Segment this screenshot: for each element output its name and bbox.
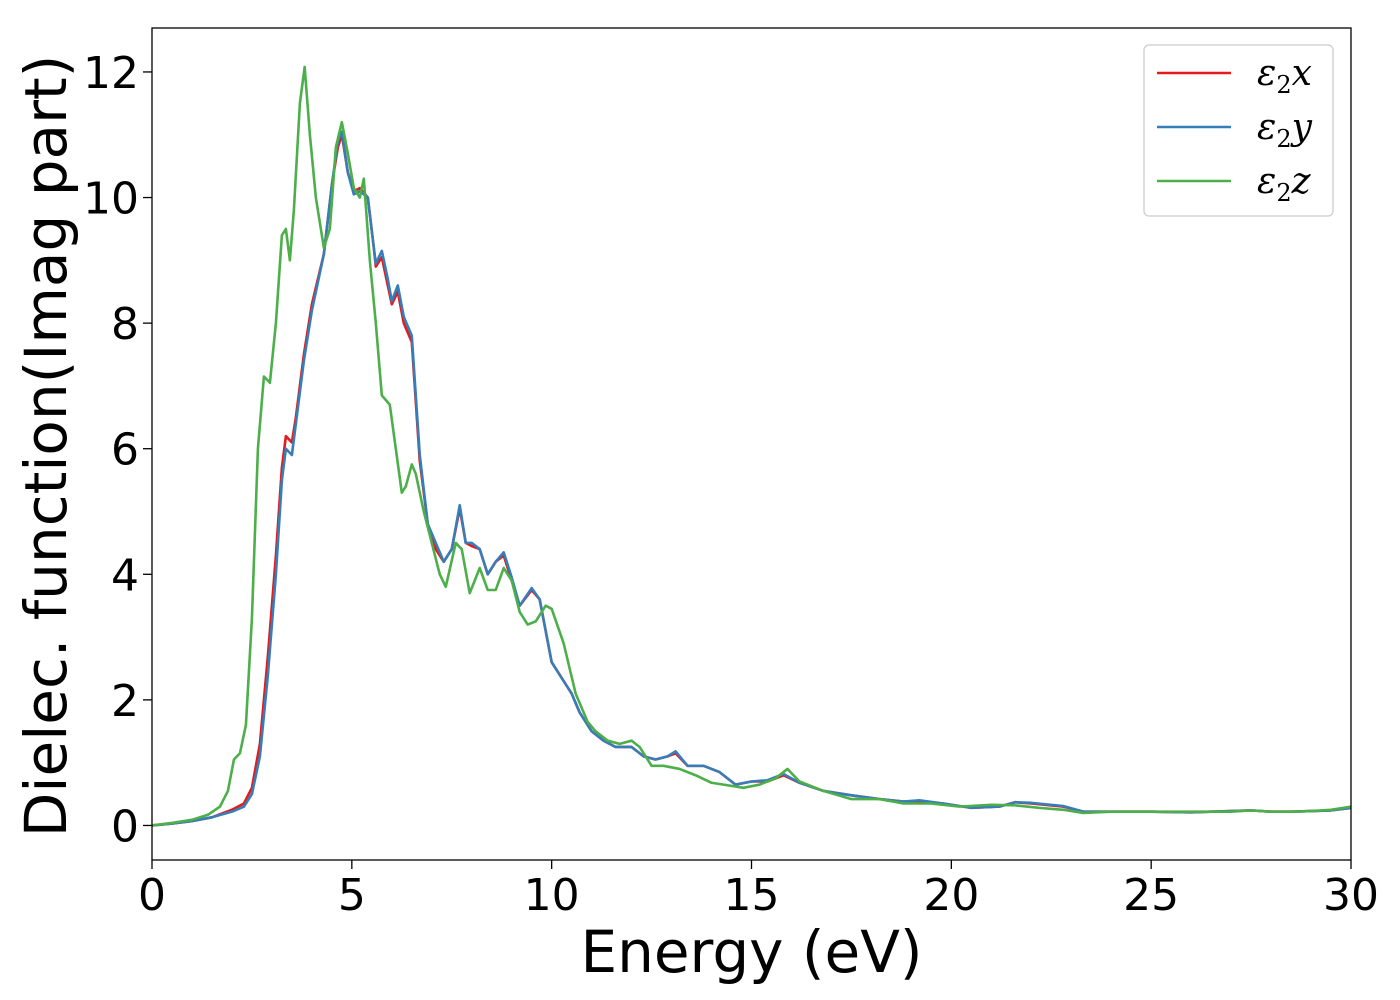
y-tick-label: 0 xyxy=(111,801,139,852)
x-tick-label: 15 xyxy=(724,870,780,921)
x-tick-label: 25 xyxy=(1123,870,1179,921)
x-axis-title: Energy (eV) xyxy=(580,918,922,986)
series-line-z xyxy=(152,65,1351,827)
x-tick-label: 10 xyxy=(524,870,580,921)
y-tick-label: 4 xyxy=(111,550,139,601)
x-tick-label: 0 xyxy=(138,870,166,921)
y-tick-label: 6 xyxy=(111,425,139,476)
y-tick-label: 8 xyxy=(111,299,139,350)
series-line-x xyxy=(152,133,1351,827)
x-axis: 0 5 10 15 20 25 30 xyxy=(138,860,1379,921)
y-axis: 0 2 4 6 8 10 12 xyxy=(83,48,152,852)
y-tick-label: 10 xyxy=(83,174,139,225)
legend: ε2x ε2y ε2z xyxy=(1143,44,1334,217)
legend-box xyxy=(1143,44,1334,217)
legend-label-z: ε2z xyxy=(1257,161,1312,207)
y-axis-title: Dielec. function(Imag part) xyxy=(12,55,80,838)
legend-label-y: ε2y xyxy=(1257,107,1313,153)
series-line-y xyxy=(152,130,1351,827)
y-tick-label: 12 xyxy=(83,48,139,99)
x-tick-label: 20 xyxy=(923,870,979,921)
x-tick-label: 30 xyxy=(1323,870,1379,921)
x-tick-label: 5 xyxy=(338,870,366,921)
y-tick-label: 2 xyxy=(111,676,139,727)
legend-label-x: ε2x xyxy=(1257,53,1312,99)
series-layer xyxy=(152,65,1351,827)
